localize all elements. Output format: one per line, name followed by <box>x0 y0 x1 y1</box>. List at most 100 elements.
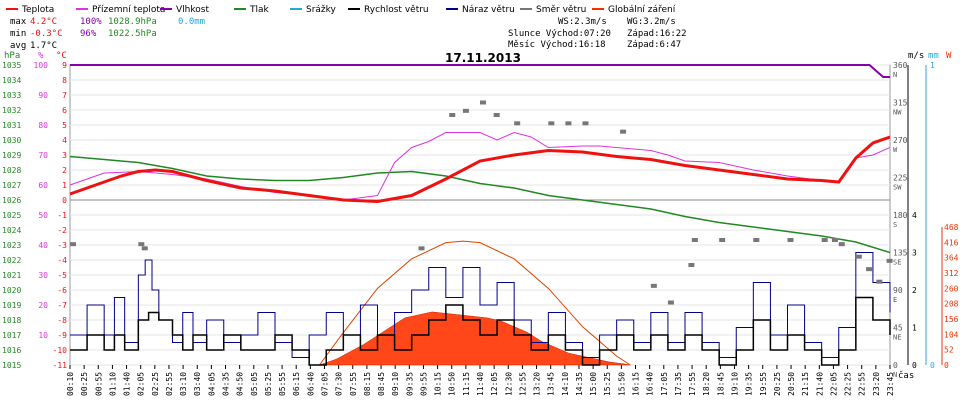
tick-label-x: 19:35 <box>745 372 754 396</box>
tick-label-x: 22:55 <box>858 372 867 396</box>
tick-label-pct: 10 <box>38 331 48 340</box>
stat-max-hum: 100% <box>80 17 102 27</box>
info-moon-rise: Měsíc Východ:16:18 <box>508 40 606 50</box>
tick-label-x: 05:25 <box>264 372 273 396</box>
tick-label-w: 104 <box>944 330 959 339</box>
tick-label-w: 52 <box>944 346 954 355</box>
tick-label-pct: 20 <box>38 301 48 310</box>
tick-label-pct: 70 <box>38 151 48 160</box>
tick-label-hpa: 1019 <box>2 301 21 310</box>
tick-label-x: 12:05 <box>490 372 499 396</box>
tick-label-x: 06:40 <box>306 372 315 396</box>
tick-label-x: 07:55 <box>349 372 358 396</box>
stat-max-rain: 0.0mm <box>178 17 205 27</box>
tick-label-x: 23:20 <box>872 372 881 396</box>
tick-label-temp: -1 <box>57 211 67 220</box>
unit-pct: % <box>38 51 44 61</box>
tick-label-x: 11:15 <box>462 372 471 396</box>
tick-label-ms: 3 <box>912 249 917 258</box>
tick-label-temp: -8 <box>57 316 67 325</box>
tick-label-dir: 0 <box>893 361 898 370</box>
legend-item: Tlak <box>234 5 270 15</box>
tick-label-x: 19:55 <box>759 372 768 396</box>
tick-label-x: 04:35 <box>222 372 231 396</box>
series-clear-sky <box>319 240 631 366</box>
tick-label-temp: -5 <box>57 271 67 280</box>
legend-label: Náraz větru <box>462 5 515 15</box>
tick-label-pct: 80 <box>38 121 48 130</box>
tick-label-temp: 5 <box>62 121 67 130</box>
tick-label-x: 06:15 <box>292 372 301 396</box>
legend-item: Přízemní teplota <box>76 5 165 15</box>
wind-direction-point <box>565 121 572 126</box>
tick-label-pct: 60 <box>38 181 48 190</box>
tick-label-x: 22:05 <box>829 372 838 396</box>
tick-label-w: 0 <box>944 361 949 370</box>
axis-units: hPa % °C m/s mm W čas <box>4 51 952 381</box>
tick-label-compass: SW <box>893 184 902 192</box>
tick-label-hpa: 1026 <box>2 196 21 205</box>
stat-min-label: min <box>10 29 26 39</box>
tick-label-compass: S <box>893 221 897 229</box>
tick-label-dir: 360 <box>893 61 908 70</box>
tick-label-hpa: 1015 <box>2 361 21 370</box>
unit-mm: mm <box>928 51 939 61</box>
tick-label-w: 364 <box>944 254 959 263</box>
stats-panel: max 4.2°C 100% 1028.9hPa 0.0mm min -0.3°… <box>10 17 205 51</box>
tick-label-temp: 1 <box>62 181 67 190</box>
wind-direction-point <box>480 100 486 105</box>
tick-label-temp: 7 <box>62 91 67 100</box>
tick-label-x: 02:55 <box>165 372 174 396</box>
tick-label-hpa: 1034 <box>2 76 21 85</box>
legend-item: Teplota <box>6 5 54 15</box>
legend-label: Vlhkost <box>176 5 209 15</box>
info-sun-rise: Slunce Východ:07:20 <box>508 29 611 39</box>
wind-direction-point <box>831 238 838 242</box>
tick-label-dir: 225 <box>893 174 908 183</box>
tick-label-x: 03:10 <box>179 372 188 396</box>
tick-label-x: 20:50 <box>787 372 796 396</box>
wind-direction-point <box>886 258 893 263</box>
tick-label-x: 23:45 <box>886 372 895 396</box>
tick-label-hpa: 1021 <box>2 271 21 280</box>
tick-label-temp: -2 <box>57 226 67 235</box>
tick-label-x: 13:20 <box>533 372 542 396</box>
series-humidity <box>70 64 890 78</box>
tick-label-w: 468 <box>944 223 959 232</box>
wind-direction-point <box>866 267 873 272</box>
tick-label-dir: 90 <box>893 286 903 295</box>
tick-label-hpa: 1028 <box>2 166 21 175</box>
tick-label-w: 312 <box>944 269 959 278</box>
tick-label-ms: 1 <box>912 324 917 333</box>
info-moon-set: Západ:6:47 <box>627 40 681 50</box>
tick-label-hpa: 1023 <box>2 241 21 250</box>
tick-label-hpa: 1032 <box>2 106 21 115</box>
tick-label-hpa: 1030 <box>2 136 21 145</box>
legend-label: Tlak <box>249 5 270 15</box>
tick-label-hpa: 1017 <box>2 331 21 340</box>
wind-direction-point <box>838 242 845 247</box>
tick-label-x: 09:10 <box>391 372 400 396</box>
tick-label-x: 20:25 <box>773 372 782 396</box>
tick-label-x: 04:50 <box>236 372 245 396</box>
tick-label-w: 416 <box>944 238 959 247</box>
wind-direction-point <box>855 254 862 259</box>
wind-direction-point <box>449 113 456 117</box>
legend-label: Směr větru <box>536 5 586 15</box>
legend-label: Rychlost větru <box>364 5 429 15</box>
tick-label-x: 01:40 <box>123 372 132 396</box>
tick-label-x: 18:20 <box>702 372 711 396</box>
tick-label-x: 21:15 <box>801 372 810 396</box>
info-ws: WS:2.3m/s <box>558 17 607 27</box>
tick-label-temp: 6 <box>62 106 67 115</box>
tick-label-x: 09:55 <box>419 372 428 396</box>
chart-title: 17.11.2013 <box>445 51 521 65</box>
tick-label-x: 12:55 <box>518 372 527 396</box>
tick-label-x: 01:10 <box>108 372 117 396</box>
tick-label-x: 07:30 <box>335 372 344 396</box>
tick-label-pct: 100 <box>34 61 49 70</box>
tick-label-x: 05:55 <box>278 372 287 396</box>
tick-label-temp: -11 <box>53 361 68 370</box>
tick-label-x: 08:15 <box>363 372 372 396</box>
